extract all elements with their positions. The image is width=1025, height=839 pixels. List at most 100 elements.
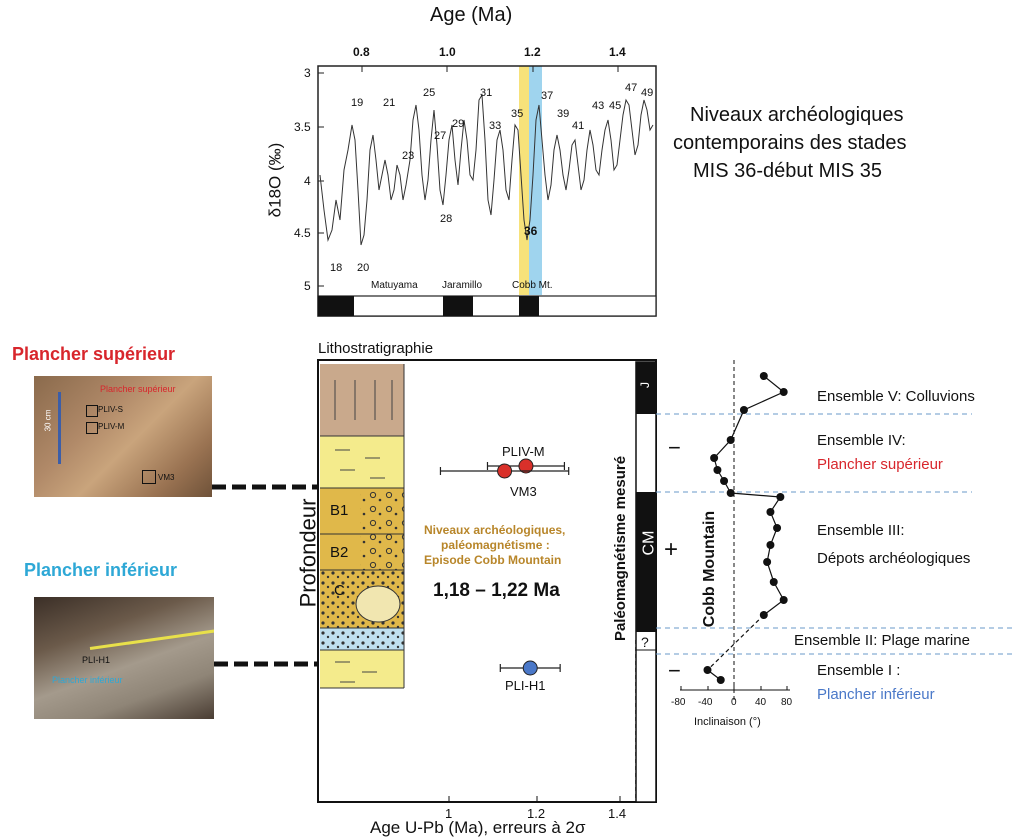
- ensemble-iii-title: Ensemble III:: [817, 522, 905, 539]
- inclination-point: [726, 489, 735, 497]
- section-xlabel: Age U-Pb (Ma), erreurs à 2σ: [370, 818, 586, 837]
- mis-label: 29: [452, 118, 465, 130]
- inclination-point: [773, 524, 782, 532]
- ensemble-iii-subtitle: Dépots archéologiques: [817, 550, 971, 567]
- isotope-ytick: 3: [304, 66, 311, 80]
- mis-label: 43: [592, 100, 605, 112]
- age-result: 1,18 – 1,22 Ma: [433, 580, 560, 601]
- stratigraphy-dashes: [334, 380, 393, 683]
- ensemble-iv-subtitle: Plancher supérieur: [817, 456, 943, 473]
- section-xticks: [448, 796, 621, 802]
- polarity-sign-plus: +: [664, 536, 679, 563]
- inclination-profile-gap: [707, 614, 765, 671]
- isotope-ytick: 4: [304, 174, 311, 188]
- mis-label: 36: [524, 224, 538, 238]
- sample-point: [522, 660, 538, 676]
- ensemble-separators: [656, 413, 1012, 655]
- mis-label: 49: [641, 87, 654, 99]
- mis-yellow-band: [519, 66, 529, 295]
- chron-label: Cobb Mt.: [512, 280, 553, 291]
- mis-label: 33: [489, 120, 502, 132]
- polarity-j: [636, 362, 656, 414]
- layer-b1-pebbles: [360, 488, 404, 534]
- polarity-black-3: [519, 296, 539, 316]
- incl-xtick: -80: [671, 697, 686, 708]
- header-note-line2: contemporains des stades: [673, 132, 907, 154]
- sample-point: [518, 458, 534, 474]
- sample-label: PLIV-S: [98, 405, 123, 414]
- mis-label: 35: [511, 108, 524, 120]
- lithostratigraphy-title: Lithostratigraphie: [318, 340, 434, 357]
- upper-photo-inline-label: Plancher supérieur: [100, 384, 176, 394]
- sample-marks: [439, 458, 570, 676]
- sample-label-pli-h1: PLI-H1: [505, 678, 546, 693]
- inclination-profile: [713, 375, 785, 616]
- inclination-marks: [703, 372, 788, 684]
- mis-label: 23: [402, 150, 415, 162]
- archaeo-note-1: Niveaux archéologiques,: [424, 523, 566, 537]
- sample-box-pliv-s: [86, 405, 98, 417]
- mis-label: 39: [557, 108, 570, 120]
- isotope-xtick: 1.0: [439, 45, 456, 59]
- archaeo-note-3: Episode Cobb Mountain: [424, 553, 562, 567]
- layer-colluvions: [320, 364, 404, 436]
- layer-lower-floor: [320, 650, 404, 688]
- archaeo-note-2: paléomagnétisme :: [441, 538, 550, 552]
- inclination-point: [766, 541, 775, 549]
- upper-floor-photo: Plancher supérieur 30 cm PLIV-S PLIV-M V…: [34, 376, 212, 497]
- incl-xtick: 40: [755, 697, 767, 708]
- isotope-title: Age (Ma): [430, 4, 513, 26]
- polarity-label-cm: CM: [640, 530, 658, 556]
- upper-floor-title: Plancher supérieur: [12, 344, 176, 364]
- isotope-xtick: 1.2: [524, 45, 541, 59]
- inclination-point: [726, 436, 735, 444]
- header-note-line1: Niveaux archéologiques: [690, 104, 904, 126]
- mis-label: 25: [423, 87, 436, 99]
- sample-point: [497, 463, 513, 479]
- mis-label: 45: [609, 100, 622, 112]
- layer-b2-pebbles: [360, 534, 404, 570]
- inclination-point: [739, 406, 748, 414]
- lower-floor-title: Plancher inférieur: [24, 560, 178, 580]
- ensemble-v: Ensemble V: Colluvions: [817, 388, 975, 405]
- cobb-mountain-label: Cobb Mountain: [701, 510, 719, 628]
- ensemble-i-title: Ensemble I :: [817, 662, 901, 679]
- incl-xlabel: Inclinaison (°): [694, 716, 761, 728]
- isotope-ytick: 5: [304, 279, 311, 293]
- incl-xtick: -40: [698, 697, 713, 708]
- inclination-point: [779, 596, 788, 604]
- sample-box-pliv-m: [86, 422, 98, 434]
- incl-xtick: 80: [781, 697, 793, 708]
- sample-label: VM3: [158, 473, 175, 482]
- isotope-xtick: 1.4: [609, 45, 626, 59]
- chron-label: Jaramillo: [442, 280, 483, 291]
- inclination-point: [763, 558, 772, 566]
- polarity-black-2: [443, 296, 473, 316]
- inclination-point: [759, 611, 768, 619]
- boulder: [355, 585, 401, 623]
- layer-label-b2: B2: [330, 544, 349, 561]
- mis-label: 31: [480, 87, 493, 99]
- mis-label: 27: [434, 130, 447, 142]
- inclination-point: [779, 388, 788, 396]
- chron-label: Matuyama: [371, 280, 418, 291]
- isotope-ytick: 3.5: [294, 120, 311, 134]
- section-xtick: 1: [445, 806, 453, 821]
- mis-label: 37: [541, 90, 554, 102]
- isotope-curve: [319, 93, 654, 246]
- section-xtick: 1.4: [608, 806, 627, 821]
- inclination-point: [759, 372, 768, 380]
- header-note-line3: MIS 36-début MIS 35: [693, 160, 882, 182]
- ensemble-ii: Ensemble II: Plage marine: [794, 632, 970, 649]
- mis-label: 47: [625, 82, 638, 94]
- polarity-unknown: ?: [641, 634, 649, 650]
- isotope-xtick: 0.8: [353, 45, 370, 59]
- lower-sample-label: PLI-H1: [82, 655, 111, 665]
- sample-box-vm3: [142, 470, 156, 484]
- mis-label: 18: [330, 262, 343, 274]
- inclination-point: [720, 477, 729, 485]
- inclination-point: [769, 578, 778, 586]
- polarity-sign-minus: −: [668, 435, 681, 460]
- polarity-sign-minus-lower: −: [668, 658, 681, 683]
